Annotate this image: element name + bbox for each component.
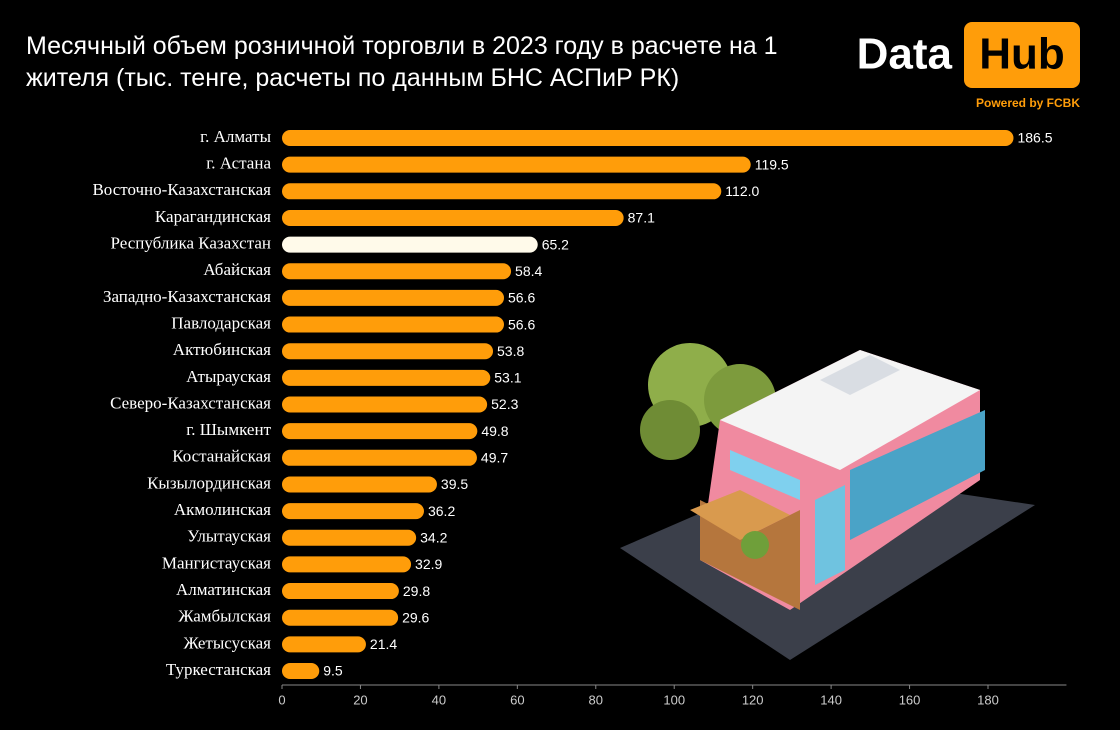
category-label: Жетысуская: [184, 633, 272, 652]
category-label: г. Шымкент: [186, 420, 271, 439]
value-label: 58.4: [515, 263, 542, 279]
category-label: Мангистауская: [162, 553, 271, 572]
bar: [282, 209, 624, 226]
bar: [282, 529, 417, 546]
category-label: Алматинская: [176, 580, 271, 599]
x-tick-label: 60: [510, 692, 524, 707]
value-label: 49.8: [481, 423, 508, 439]
bar: [282, 663, 320, 679]
bar: [282, 183, 722, 200]
value-label: 9.5: [323, 663, 343, 679]
category-label: г. Астана: [206, 154, 271, 173]
bar: [282, 396, 488, 413]
bar: [282, 556, 412, 573]
value-label: 56.6: [508, 290, 535, 306]
value-label: 29.8: [403, 583, 430, 599]
category-label: Жамбылская: [178, 607, 271, 626]
value-label: 56.6: [508, 316, 535, 332]
bar: [282, 236, 538, 253]
bar: [282, 636, 366, 653]
category-label: Туркестанская: [166, 660, 271, 679]
category-label: Республика Казахстан: [111, 234, 271, 253]
store-illustration: [620, 343, 1035, 660]
value-label: 186.5: [1017, 130, 1052, 146]
x-tick-label: 100: [663, 692, 685, 707]
logo-word: Hub: [979, 30, 1065, 79]
category-label: Восточно-Казахстанская: [92, 180, 271, 199]
bar: [282, 423, 478, 440]
value-label: 34.2: [420, 529, 447, 545]
x-tick-label: 140: [820, 692, 842, 707]
value-label: 112.0: [725, 183, 759, 199]
category-label: Абайская: [203, 260, 271, 279]
value-label: 87.1: [628, 210, 655, 226]
x-tick-label: 160: [899, 692, 921, 707]
value-label: 29.6: [402, 609, 429, 625]
bar: [282, 130, 1014, 146]
logo-box: [964, 22, 1080, 88]
category-label: Улытауская: [187, 527, 271, 546]
value-label: 53.1: [494, 370, 521, 386]
value-label: 21.4: [370, 636, 397, 652]
value-label: 39.5: [441, 476, 468, 492]
bar: [282, 369, 491, 386]
category-label: Акмолинская: [174, 500, 271, 519]
x-tick-label: 0: [278, 692, 285, 707]
value-label: 53.8: [497, 343, 524, 359]
value-label: 32.9: [415, 556, 442, 572]
category-label: Атырауская: [186, 367, 271, 386]
value-label: 49.7: [481, 450, 508, 466]
value-label: 36.2: [428, 503, 455, 519]
logo-word: Data: [857, 30, 953, 79]
logo-tagline: Powered by FCBK: [976, 96, 1080, 110]
category-label: г. Алматы: [200, 127, 271, 146]
bar: [282, 343, 494, 360]
bar: [282, 289, 504, 306]
value-label: 52.3: [491, 396, 518, 412]
category-label: Кызылординская: [147, 473, 271, 492]
x-tick-label: 20: [353, 692, 367, 707]
bar: [282, 263, 512, 280]
bar: [282, 503, 424, 520]
bar: [282, 583, 399, 600]
x-tick-label: 120: [742, 692, 764, 707]
value-label: 119.5: [755, 156, 789, 172]
category-label: Карагандинская: [155, 207, 271, 226]
category-label: Северо-Казахстанская: [110, 393, 271, 412]
category-label: Актюбинская: [173, 340, 271, 359]
bar: [282, 476, 437, 493]
chart-title: Месячный объем розничной торговли в 2023…: [26, 32, 778, 92]
bar: [282, 449, 477, 466]
category-label: Западно-Казахстанская: [103, 287, 271, 306]
bar: [282, 316, 504, 333]
bar: [282, 156, 751, 173]
bar: [282, 609, 399, 626]
category-label: Павлодарская: [171, 313, 271, 332]
x-tick-label: 80: [589, 692, 603, 707]
x-tick-label: 180: [977, 692, 999, 707]
x-tick-label: 40: [432, 692, 446, 707]
category-label: Костанайская: [172, 447, 271, 466]
value-label: 65.2: [542, 236, 569, 252]
